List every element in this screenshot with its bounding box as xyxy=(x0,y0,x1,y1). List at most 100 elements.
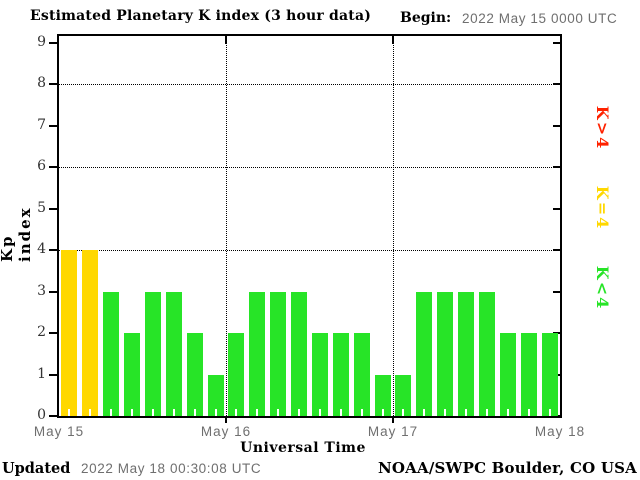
y-tick-label: 9 xyxy=(37,33,46,50)
y-tick-label: 3 xyxy=(37,282,46,299)
x-minor-tick xyxy=(423,409,426,416)
updated-value: 2022 May 18 00:30:08 UTC xyxy=(81,461,262,476)
updated-label: Updated xyxy=(2,460,71,477)
x-minor-tick xyxy=(214,409,217,416)
y-tick-label: 6 xyxy=(37,158,46,174)
kp-bar xyxy=(61,250,78,416)
y-tick xyxy=(553,207,560,210)
x-day-label: May 17 xyxy=(367,424,419,439)
plot-area xyxy=(49,34,562,423)
y-tick xyxy=(49,124,57,127)
y-tick-label: 7 xyxy=(37,116,46,133)
x-minor-tick xyxy=(172,409,175,416)
x-major-tick-bottom xyxy=(392,418,394,423)
x-minor-tick xyxy=(318,409,321,416)
x-major-tick-top xyxy=(392,36,394,44)
x-day-label: May 15 xyxy=(33,424,85,439)
kp-bar xyxy=(416,291,433,416)
noaa-credit: NOAA/SWPC Boulder, CO USA xyxy=(377,459,637,477)
kp-bar xyxy=(541,333,558,416)
x-minor-tick xyxy=(485,409,488,416)
y-tick-label: 0 xyxy=(37,407,46,423)
y-tick xyxy=(553,41,560,44)
y-tick xyxy=(49,373,57,376)
kp-bar xyxy=(82,250,99,416)
x-minor-tick xyxy=(548,409,551,416)
kp-bar xyxy=(124,333,141,416)
kp-bar xyxy=(332,333,349,416)
x-minor-tick xyxy=(277,409,280,416)
x-minor-tick xyxy=(360,409,363,416)
x-minor-tick xyxy=(110,409,113,416)
kp-bar xyxy=(291,291,308,416)
kp-bar xyxy=(249,291,266,416)
y-tick-label: 4 xyxy=(37,241,46,257)
kp-bar xyxy=(374,374,391,416)
y-tick xyxy=(49,166,57,168)
gridline-day xyxy=(226,36,227,416)
x-minor-tick xyxy=(381,409,384,416)
y-tick-label: 1 xyxy=(37,365,46,382)
y-tick xyxy=(49,83,57,85)
x-minor-tick xyxy=(68,409,71,416)
kp-bar xyxy=(103,291,120,416)
kp-bar xyxy=(228,333,245,416)
y-tick xyxy=(553,290,560,293)
x-minor-tick xyxy=(151,409,154,416)
gridline-kp-8 xyxy=(59,84,560,85)
kp-bar xyxy=(478,291,495,416)
x-minor-tick xyxy=(444,409,447,416)
y-tick xyxy=(553,166,560,168)
legend-k-lt-4: K<4 xyxy=(593,265,613,311)
begin-label: Begin: xyxy=(400,10,452,26)
x-minor-tick xyxy=(131,409,134,416)
y-tick-label: 8 xyxy=(37,75,46,91)
kp-bar xyxy=(395,374,412,416)
y-tick xyxy=(553,124,560,127)
x-day-label: May 16 xyxy=(200,424,252,439)
x-minor-tick xyxy=(298,409,301,416)
kp-bar xyxy=(144,291,161,416)
x-major-tick-bottom xyxy=(225,418,227,423)
x-minor-tick xyxy=(256,409,259,416)
x-minor-tick xyxy=(527,409,530,416)
kp-bar xyxy=(186,333,203,416)
kp-bar xyxy=(311,333,328,416)
x-minor-tick xyxy=(402,409,405,416)
y-tick xyxy=(49,207,57,210)
y-tick xyxy=(49,415,57,417)
x-minor-tick xyxy=(89,409,92,416)
x-minor-tick xyxy=(506,409,509,416)
chart-title: Estimated Planetary K index (3 hour data… xyxy=(30,8,372,24)
y-tick-label: 5 xyxy=(37,199,46,216)
y-tick xyxy=(49,41,57,44)
x-minor-tick xyxy=(235,409,238,416)
x-axis-label: Universal Time xyxy=(240,440,366,456)
legend-k-gt-4: K>4 xyxy=(593,105,613,151)
kp-bar xyxy=(437,291,454,416)
kp-bar xyxy=(165,291,182,416)
y-tick-label: 2 xyxy=(37,324,46,340)
y-tick xyxy=(553,83,560,85)
kp-bar xyxy=(353,333,370,416)
x-major-tick-top xyxy=(225,36,227,44)
kp-bar xyxy=(270,291,287,416)
kp-bar xyxy=(458,291,475,416)
updated-timestamp: Updated 2022 May 18 00:30:08 UTC xyxy=(2,460,261,477)
y-tick xyxy=(49,290,57,293)
y-tick xyxy=(553,415,560,417)
y-tick xyxy=(49,332,57,334)
y-tick xyxy=(553,249,560,251)
x-minor-tick xyxy=(193,409,196,416)
gridline-kp-4 xyxy=(59,250,560,251)
kp-bar xyxy=(520,333,537,416)
y-tick xyxy=(49,249,57,251)
x-day-label: May 18 xyxy=(534,424,586,439)
begin-datetime: 2022 May 15 0000 UTC xyxy=(462,11,618,26)
kp-bar xyxy=(499,333,516,416)
gridline-kp-6 xyxy=(59,167,560,168)
legend-k-eq-4: K=4 xyxy=(593,185,613,231)
kp-bar xyxy=(207,374,224,416)
gridline-day xyxy=(393,36,394,416)
